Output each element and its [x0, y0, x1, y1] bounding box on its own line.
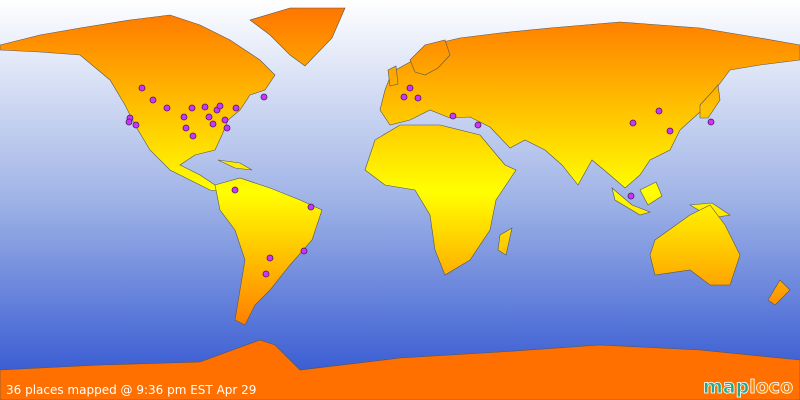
place-marker	[182, 124, 190, 132]
place-marker	[163, 104, 171, 112]
place-marker	[627, 192, 635, 200]
place-marker	[666, 127, 674, 135]
scandinavia	[409, 39, 451, 76]
eurasia	[379, 21, 800, 189]
logo[interactable]: maploco	[703, 376, 794, 399]
madagascar	[497, 227, 513, 256]
place-marker	[180, 113, 188, 121]
borneo	[639, 181, 663, 206]
indonesia	[611, 187, 651, 216]
africa	[364, 124, 517, 276]
place-marker	[400, 93, 408, 101]
britain	[387, 65, 399, 87]
place-marker	[260, 93, 268, 101]
place-marker	[300, 247, 308, 255]
greenland	[249, 7, 346, 67]
place-marker	[655, 107, 663, 115]
place-marker	[262, 270, 270, 278]
place-marker	[231, 186, 239, 194]
place-marker	[406, 84, 414, 92]
logo-first[interactable]: map	[703, 376, 750, 399]
place-marker	[629, 119, 637, 127]
place-markers	[125, 84, 715, 278]
place-marker	[223, 124, 231, 132]
place-marker	[149, 96, 157, 104]
place-marker	[209, 120, 217, 128]
caption: 36 places mapped @ 9:36 pm EST Apr 29	[6, 383, 256, 397]
japan	[699, 84, 721, 119]
place-marker	[707, 118, 715, 126]
place-marker	[125, 118, 133, 126]
place-marker	[221, 116, 229, 124]
antarctica	[0, 339, 800, 400]
place-marker	[205, 113, 213, 121]
land	[0, 7, 800, 400]
place-marker	[132, 121, 140, 129]
place-marker	[201, 103, 209, 111]
south-america	[214, 177, 323, 326]
place-marker	[188, 104, 196, 112]
logo-second[interactable]: loco	[749, 376, 794, 399]
place-marker	[138, 84, 146, 92]
place-marker	[449, 112, 457, 120]
place-marker	[266, 254, 274, 262]
north-america	[0, 14, 276, 193]
place-marker	[307, 203, 315, 211]
australia	[649, 204, 741, 286]
caribbean	[217, 159, 253, 171]
place-marker	[216, 102, 224, 110]
place-marker	[414, 94, 422, 102]
place-marker	[232, 104, 240, 112]
place-marker	[189, 132, 197, 140]
place-marker	[474, 121, 482, 129]
new-zealand	[767, 279, 791, 306]
